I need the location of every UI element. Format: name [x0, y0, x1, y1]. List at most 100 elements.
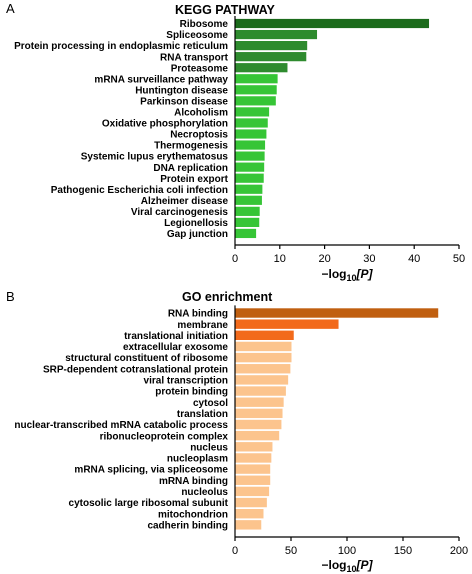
category-label: Proteasome	[171, 63, 229, 74]
x-tick-label: 10	[274, 253, 286, 265]
kegg-bar-11	[235, 140, 266, 150]
go-bar-8	[235, 397, 284, 407]
go-bar-1	[235, 319, 339, 329]
category-label: Ribosome	[180, 19, 229, 30]
category-label: mRNA splicing, via spliceosome	[74, 465, 228, 476]
category-label: ribonucleoprotein complex	[100, 431, 229, 442]
x-axis-label-prefix: −log	[321, 267, 346, 281]
category-label: Protein export	[160, 174, 228, 185]
category-label: Pathogenic Escherichia coli infection	[51, 185, 228, 196]
x-axis-label-argument: [P]	[356, 267, 374, 281]
category-label: extracellular exosome	[123, 342, 228, 353]
x-axis-label: −log10[P]	[321, 267, 373, 283]
go-bar-13	[235, 453, 272, 463]
kegg-bar-6	[235, 85, 277, 95]
kegg-bar-13	[235, 162, 265, 172]
x-tick-label: 200	[450, 545, 468, 557]
kegg-bar-10	[235, 129, 267, 139]
category-label: translational initiation	[124, 331, 228, 342]
go-bar-10	[235, 419, 282, 430]
category-label: Oxidative phosphorylation	[102, 119, 228, 130]
category-label: protein binding	[155, 387, 228, 398]
x-tick-label: 40	[408, 253, 420, 265]
category-label: Thermogenesis	[154, 141, 228, 152]
category-label: RNA binding	[168, 309, 228, 320]
category-label: mitochondrion	[158, 509, 228, 520]
category-label: structural constituent of ribosome	[65, 353, 228, 364]
x-tick-label: 150	[394, 545, 412, 557]
x-axis-label-argument: [P]	[356, 558, 374, 572]
kegg-bar-1	[235, 29, 318, 40]
category-label: cytosolic large ribosomal subunit	[69, 498, 229, 509]
category-label: nucleoplasm	[167, 454, 228, 465]
go-bar-3	[235, 341, 292, 352]
panel-letter: B	[6, 289, 15, 304]
go-bar-15	[235, 475, 271, 485]
x-axis-label: −log10[P]	[321, 558, 373, 574]
go-bar-2	[235, 330, 294, 340]
x-tick-label: 100	[338, 545, 356, 557]
category-label: Parkinson disease	[140, 96, 228, 107]
go-bar-14	[235, 464, 271, 474]
category-label: viral transcription	[144, 376, 228, 387]
x-tick-label: 50	[453, 253, 465, 265]
kegg-bar-15	[235, 184, 263, 194]
x-tick-label: 50	[285, 545, 297, 557]
x-tick-label: 30	[363, 253, 375, 265]
x-tick-label: 0	[232, 253, 238, 265]
kegg-bar-3	[235, 52, 307, 62]
kegg-bar-16	[235, 195, 262, 205]
go-bar-0	[235, 308, 439, 318]
category-label: SRP-dependent cotranslational protein	[43, 364, 228, 375]
category-label: mRNA surveillance pathway	[94, 74, 228, 85]
go-bar-19	[235, 520, 262, 530]
go-bar-5	[235, 364, 291, 374]
panel-letter: A	[6, 1, 15, 16]
go-bar-11	[235, 430, 280, 441]
category-label: Systemic lupus erythematosus	[81, 152, 229, 163]
go-bar-16	[235, 486, 270, 497]
category-label: membrane	[177, 320, 228, 331]
category-label: Spliceosome	[166, 30, 228, 41]
kegg-bar-4	[235, 63, 288, 73]
chart-title: KEGG PATHWAY	[175, 3, 275, 17]
category-label: Necroptosis	[170, 130, 228, 141]
go-bar-17	[235, 497, 267, 508]
category-label: nucleus	[190, 442, 228, 453]
category-label: Gap junction	[167, 229, 228, 240]
category-label: Huntington disease	[135, 85, 228, 96]
category-label: Legionellosis	[164, 218, 228, 229]
kegg-bar-0	[235, 18, 430, 29]
go-bar-6	[235, 375, 289, 385]
category-label: RNA transport	[160, 52, 229, 63]
category-label: mRNA binding	[159, 476, 228, 487]
x-axis-label-subscript: 10	[347, 273, 357, 283]
kegg-pathway-panel: A KEGG PATHWAYRibosomeSpliceosomeProtein …	[6, 1, 465, 283]
chart-title: GO enrichment	[182, 290, 273, 304]
category-label: Protein processing in endoplasmic reticu…	[14, 41, 228, 52]
category-label: cadherin binding	[147, 520, 228, 531]
x-tick-label: 20	[318, 253, 330, 265]
go-bar-18	[235, 509, 264, 519]
kegg-bar-2	[235, 41, 308, 51]
category-label: cytosol	[193, 398, 228, 409]
kegg-bar-5	[235, 74, 278, 84]
go-bar-9	[235, 408, 283, 419]
kegg-bar-19	[235, 228, 257, 239]
category-label: nuclear-transcribed mRNA catabolic proce…	[14, 420, 228, 431]
x-axis-label-prefix: −log	[321, 558, 346, 572]
category-label: translation	[177, 409, 228, 420]
kegg-bar-18	[235, 217, 260, 227]
category-label: nucleolus	[181, 487, 228, 498]
kegg-bar-9	[235, 118, 268, 128]
x-tick-label: 0	[232, 545, 238, 557]
kegg-bar-12	[235, 151, 265, 161]
category-label: Alcoholism	[174, 108, 228, 119]
kegg-bar-7	[235, 96, 276, 106]
kegg-bar-8	[235, 107, 270, 117]
go-bar-12	[235, 442, 273, 452]
go-bar-7	[235, 386, 286, 396]
go-bar-4	[235, 352, 292, 363]
